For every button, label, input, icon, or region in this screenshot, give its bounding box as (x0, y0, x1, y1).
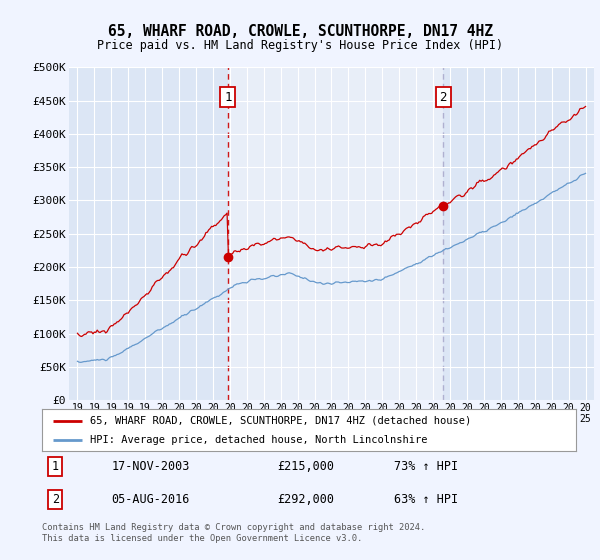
Text: Contains HM Land Registry data © Crown copyright and database right 2024.
This d: Contains HM Land Registry data © Crown c… (42, 524, 425, 543)
Bar (228, 67, 443, 400)
Text: £292,000: £292,000 (277, 493, 334, 506)
Text: 2: 2 (439, 91, 447, 104)
Text: 65, WHARF ROAD, CROWLE, SCUNTHORPE, DN17 4HZ: 65, WHARF ROAD, CROWLE, SCUNTHORPE, DN17… (107, 25, 493, 39)
Text: 65, WHARF ROAD, CROWLE, SCUNTHORPE, DN17 4HZ (detached house): 65, WHARF ROAD, CROWLE, SCUNTHORPE, DN17… (90, 416, 472, 426)
Text: 73% ↑ HPI: 73% ↑ HPI (394, 460, 458, 473)
Text: 17-NOV-2003: 17-NOV-2003 (112, 460, 190, 473)
Text: HPI: Average price, detached house, North Lincolnshire: HPI: Average price, detached house, Nort… (90, 435, 428, 445)
Text: Price paid vs. HM Land Registry's House Price Index (HPI): Price paid vs. HM Land Registry's House … (97, 39, 503, 53)
Text: 1: 1 (224, 91, 232, 104)
Text: £215,000: £215,000 (277, 460, 334, 473)
Text: 1: 1 (52, 460, 59, 473)
Text: 63% ↑ HPI: 63% ↑ HPI (394, 493, 458, 506)
Text: 2: 2 (52, 493, 59, 506)
Text: 05-AUG-2016: 05-AUG-2016 (112, 493, 190, 506)
